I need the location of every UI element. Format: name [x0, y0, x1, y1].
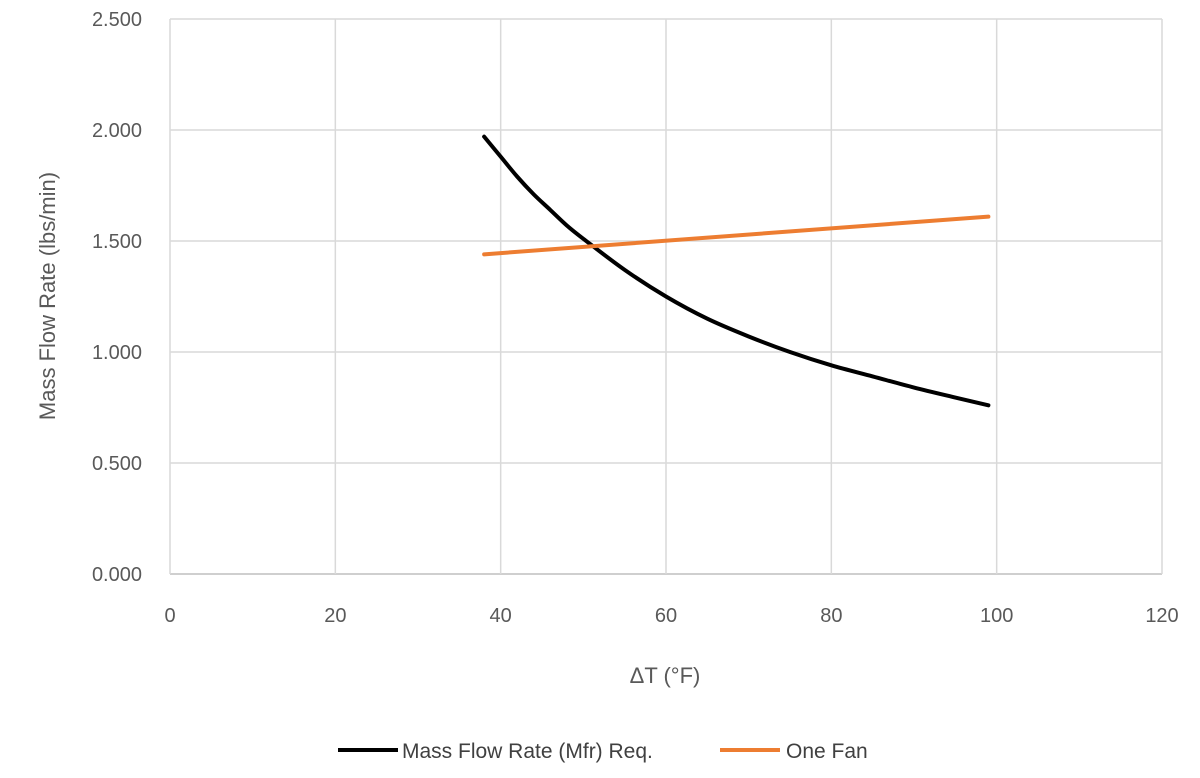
legend: Mass Flow Rate (Mfr) Req. One Fan: [338, 740, 868, 763]
x-tick-label: 100: [980, 605, 1013, 627]
x-tick-label: 40: [490, 605, 512, 627]
y-tick-labels: 0.000 0.500 1.000 1.500 2.000 2.500: [92, 9, 142, 586]
y-axis-title: Mass Flow Rate (lbs/min): [35, 172, 60, 420]
x-tick-label: 20: [324, 605, 346, 627]
legend-label: Mass Flow Rate (Mfr) Req.: [402, 740, 653, 763]
series-group: [482, 134, 991, 408]
gridlines: [169, 18, 1163, 575]
y-tick-label: 2.500: [92, 9, 142, 31]
x-tick-labels: 0 20 40 60 80 100 120: [164, 605, 1178, 627]
y-tick-label: 2.000: [92, 120, 142, 142]
y-tick-label: 1.000: [92, 342, 142, 364]
x-tick-label: 120: [1145, 605, 1178, 627]
x-tick-label: 80: [820, 605, 842, 627]
legend-label: One Fan: [786, 740, 868, 763]
x-tick-label: 60: [655, 605, 677, 627]
x-tick-label: 0: [164, 605, 175, 627]
series-line-one-fan: [482, 214, 991, 257]
y-tick-label: 1.500: [92, 231, 142, 253]
series-line-mass-flow-rate-mfr-req: [482, 134, 991, 408]
y-tick-label: 0.000: [92, 564, 142, 586]
y-tick-label: 0.500: [92, 453, 142, 475]
x-axis-title: ΔT (°F): [630, 663, 701, 688]
